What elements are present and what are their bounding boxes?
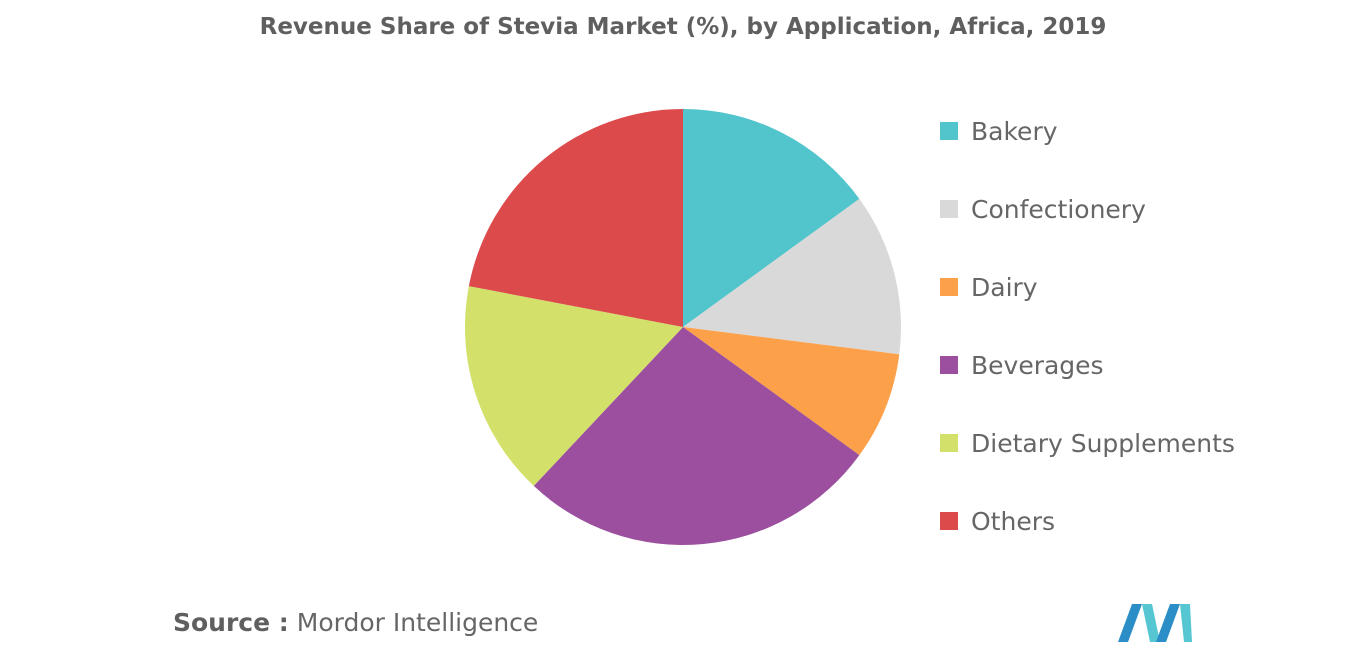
legend-label: Others [971, 507, 1056, 536]
pie-slice-dietary-supplements [464, 286, 683, 486]
pie-slice-beverages [533, 327, 860, 546]
legend-swatch [940, 434, 958, 452]
legend-item: Beverages [940, 346, 1235, 424]
legend-label: Bakery [971, 117, 1058, 146]
legend-item: Dairy [940, 268, 1235, 346]
source-value: Mordor Intelligence [296, 608, 539, 637]
legend-item: Confectionery [940, 190, 1235, 268]
legend-swatch [940, 278, 958, 296]
pie-slice-bakery [683, 109, 860, 327]
pie-slice-others [468, 109, 683, 327]
pie-slice-dairy [683, 327, 900, 456]
legend-swatch [940, 356, 958, 374]
chart-title: Revenue Share of Stevia Market (%), by A… [259, 14, 1107, 40]
chart-legend: Bakery Confectionery Dairy Beverages Dietary… [940, 112, 1235, 580]
legend-item: Dietary Supplements [940, 424, 1235, 502]
legend-item: Bakery [940, 112, 1235, 190]
legend-swatch [940, 512, 958, 530]
legend-item: Others [940, 502, 1235, 580]
mordor-intelligence-logo-icon [1118, 604, 1192, 642]
legend-label: Dairy [971, 273, 1038, 302]
legend-swatch [940, 122, 958, 140]
legend-label: Confectionery [971, 195, 1146, 224]
source-note: Source : Mordor Intelligence [173, 605, 538, 641]
legend-swatch [940, 200, 958, 218]
legend-label: Beverages [971, 351, 1104, 380]
legend-label: Dietary Supplements [971, 429, 1235, 458]
pie-slice-confectionery [683, 198, 901, 355]
source-label: Source : [173, 608, 289, 637]
